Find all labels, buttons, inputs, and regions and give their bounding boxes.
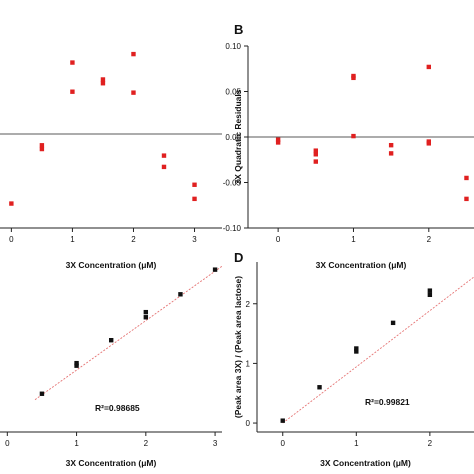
data-point — [351, 73, 356, 79]
y-tick-label: 1 — [246, 359, 251, 368]
chart-panel-4: 0 1 2 0 1 2 3X Concentration (μM) (Peak area 3X… — [233, 250, 474, 468]
data-point — [192, 196, 197, 202]
data-point — [464, 175, 469, 181]
x-tick-label: 3 — [192, 235, 197, 244]
data-point — [9, 201, 14, 206]
data-point — [351, 133, 356, 139]
data-point — [354, 349, 359, 354]
x-tick-label: 2 — [144, 439, 149, 448]
data-point — [388, 151, 394, 156]
data-point — [427, 288, 433, 293]
data-point — [212, 267, 218, 272]
panel-letter: B — [234, 22, 243, 37]
chart-panel-2: 0 1 2 -0.10 -0.05 0.00 0.05 0.10 3X Concentratio… — [223, 22, 474, 270]
x-axis-title: 3X Concentration (μM) — [320, 458, 411, 468]
data-point — [390, 320, 396, 326]
data-point — [131, 51, 136, 57]
data-point — [354, 346, 359, 351]
data-point — [388, 142, 394, 148]
r-squared-annotation: R²=0.98685 — [95, 403, 140, 413]
x-axis-title: 3X Concentration (μM) — [66, 260, 157, 270]
x-tick-label: 2 — [427, 235, 432, 244]
y-tick-label: 0.05 — [225, 88, 241, 97]
y-axis-title: (Peak area 3X) / (Peak area lactose) — [233, 276, 243, 418]
data-point — [70, 60, 75, 65]
chart-panel-3: 0 1 2 3 3X Concentration (μM) R²=0.98685 — [0, 265, 223, 468]
data-point — [39, 146, 45, 152]
x-tick-label: 0 — [5, 439, 10, 448]
x-tick-label: 2 — [428, 439, 433, 448]
y-tick-label: -0.05 — [223, 179, 242, 188]
y-tick-label: 0.10 — [225, 42, 241, 51]
x-axis-title: 3X Concentration (μM) — [66, 458, 157, 468]
x-tick-label: 1 — [70, 235, 75, 244]
data-point — [143, 309, 149, 315]
panel-letter: D — [234, 250, 243, 265]
data-point — [178, 292, 183, 297]
data-point — [100, 81, 106, 86]
data-point — [100, 77, 106, 82]
data-point — [275, 140, 281, 145]
y-tick-label: 0.00 — [225, 133, 241, 142]
data-point — [317, 385, 322, 390]
x-tick-label: 1 — [351, 235, 356, 244]
data-point — [131, 90, 136, 95]
data-point — [143, 315, 149, 320]
fit-line — [282, 276, 474, 424]
data-point — [161, 164, 167, 170]
x-tick-label: 1 — [74, 439, 79, 448]
data-point — [74, 363, 79, 368]
r-squared-annotation: R²=0.99821 — [365, 397, 410, 407]
data-point — [313, 148, 318, 153]
data-point — [108, 338, 114, 343]
data-point — [74, 360, 79, 366]
data-point — [39, 143, 45, 148]
chart-panel-1: 0 1 2 3 3X Concentration (μM) — [0, 51, 222, 270]
data-point — [39, 391, 45, 396]
data-point — [161, 153, 167, 158]
x-tick-label: 2 — [131, 235, 136, 244]
data-point — [280, 418, 285, 423]
data-point — [464, 196, 469, 202]
x-tick-label: 3 — [213, 439, 218, 448]
data-point — [192, 182, 197, 187]
y-tick-label: 0 — [246, 419, 251, 428]
data-point — [70, 89, 75, 94]
data-point — [427, 292, 433, 298]
x-tick-label: 0 — [276, 235, 281, 244]
data-point — [426, 141, 431, 146]
x-tick-label: 1 — [354, 439, 359, 448]
data-point — [275, 137, 281, 142]
data-point — [426, 64, 431, 70]
y-tick-label: 2 — [246, 300, 251, 309]
x-axis-title: 3X Concentration (μM) — [316, 260, 407, 270]
x-tick-label: 0 — [281, 439, 286, 448]
data-point — [313, 152, 318, 157]
y-tick-label: -0.10 — [223, 224, 242, 233]
fit-line — [34, 265, 223, 401]
data-point — [313, 159, 318, 164]
x-tick-label: 0 — [9, 235, 14, 244]
y-axis-title: 3X Quadratic Residuals — [233, 89, 243, 184]
